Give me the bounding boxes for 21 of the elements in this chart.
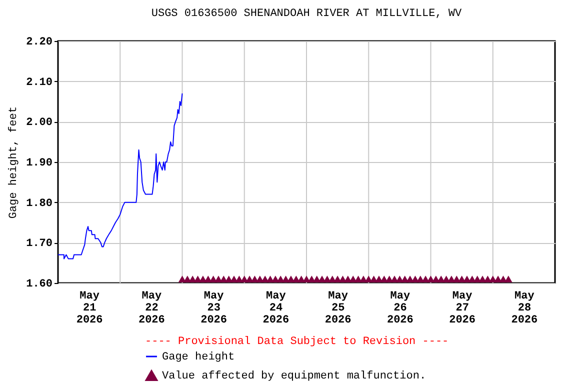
legend-label: Gage height xyxy=(162,352,235,364)
text: ---- Provisional Data Subject to Revision ---- xyxy=(145,336,449,348)
y-tick-label: 1.80 xyxy=(26,198,52,210)
x-tick-label: May 21 2026 xyxy=(76,290,103,326)
chart-title: USGS 01636500 SHENANDOAH RIVER AT MILLVILLE, WV xyxy=(151,8,462,20)
line-series xyxy=(58,92,183,260)
y-tick-label: 1.60 xyxy=(26,278,52,290)
y-tick-label: 2.00 xyxy=(26,117,52,130)
x-tick-label: May 23 2026 xyxy=(200,290,228,326)
y-tick-label: 1.70 xyxy=(26,238,52,250)
x-tick-label: May 26 2026 xyxy=(386,290,414,326)
x-tick-label: May 28 2026 xyxy=(511,290,538,326)
x-tick-label: May 22 2026 xyxy=(138,290,165,326)
y-tick-label: 2.10 xyxy=(26,76,52,89)
y-tick-label: 1.90 xyxy=(26,158,52,170)
x-tick-label: May 25 2026 xyxy=(324,290,352,326)
x-tick-label: May 27 2026 xyxy=(449,290,476,326)
y-tick-label: 2.20 xyxy=(26,36,52,48)
legend-label: Value affected by equipment malfunction. xyxy=(162,370,426,382)
y-axis-title: Gage height, feet xyxy=(8,106,20,219)
x-tick-label: May 24 2026 xyxy=(262,290,290,326)
